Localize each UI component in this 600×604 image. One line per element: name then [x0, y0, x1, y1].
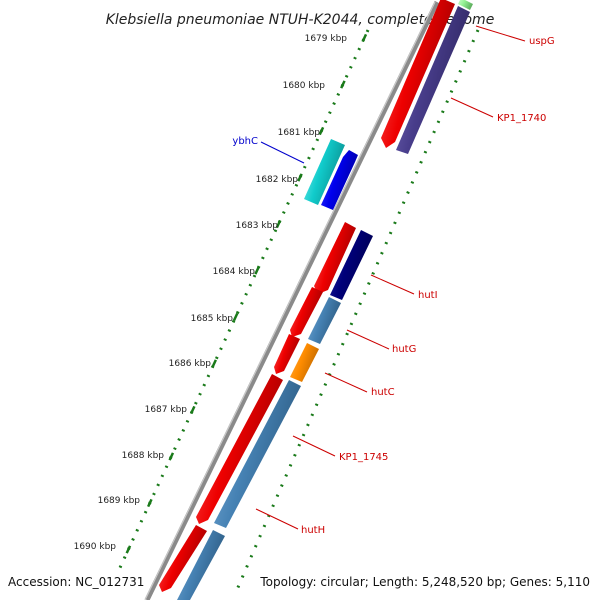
- tick-label-1686: 1686 kbp: [169, 359, 212, 369]
- leader-line: [324, 372, 368, 393]
- gene-label-uspG[interactable]: uspG: [529, 36, 555, 47]
- leader-line: [475, 25, 526, 42]
- tick-label-1689: 1689 kbp: [98, 496, 141, 506]
- genome-title: Klebsiella pneumoniae NTUH-K2044, comple…: [106, 12, 495, 28]
- genome-backbone: [144, 0, 440, 602]
- gene-labels: uspG KP1_1740 ybhC hutI hutG hutC KP1_17…: [232, 36, 554, 536]
- leader-line: [370, 274, 415, 295]
- gene-feature-uspG[interactable]: [458, 0, 473, 10]
- tick-label-1688: 1688 kbp: [122, 451, 165, 461]
- tick-mark: [147, 498, 153, 508]
- tick-mark: [189, 405, 196, 415]
- cds-feature[interactable]: [314, 222, 356, 294]
- gene-feature-KP1_1740[interactable]: [396, 6, 470, 154]
- tick-labels: 1679 kbp 1680 kbp 1681 kbp 1682 kbp 1683…: [74, 34, 348, 552]
- cds-feature[interactable]: [196, 374, 283, 524]
- gene-label-hutI[interactable]: hutI: [418, 290, 438, 301]
- tick-mark: [232, 312, 239, 322]
- tick-mark: [211, 359, 217, 368]
- leader-line: [260, 141, 305, 164]
- cds-track: [159, 0, 455, 592]
- tick-label-1687: 1687 kbp: [145, 405, 188, 415]
- tick-mark: [168, 452, 175, 461]
- tick-mark: [361, 33, 368, 43]
- gene-label-KP1_1740[interactable]: KP1_1740: [497, 113, 546, 124]
- leader-lines: [255, 25, 526, 530]
- tick-label-1681: 1681 kbp: [278, 128, 321, 138]
- gene-feature-ybhC-cyan[interactable]: [304, 139, 345, 205]
- tick-label-1683: 1683 kbp: [236, 221, 279, 231]
- cds-feature[interactable]: [290, 287, 323, 337]
- gene-label-hutH[interactable]: hutH: [301, 525, 325, 536]
- tick-label-1690: 1690 kbp: [74, 542, 117, 552]
- gene-feature-hutC[interactable]: [290, 343, 319, 382]
- gene-label-ybhC[interactable]: ybhC: [232, 136, 258, 147]
- tick-label-1682: 1682 kbp: [256, 175, 299, 185]
- gene-label-KP1_1745[interactable]: KP1_1745: [339, 452, 388, 463]
- tick-mark: [275, 219, 282, 229]
- tick-mark: [254, 266, 260, 275]
- cds-feature[interactable]: [274, 334, 300, 374]
- tick-label-1680: 1680 kbp: [283, 81, 326, 91]
- gene-feature-hutG[interactable]: [308, 297, 341, 344]
- cds-feature[interactable]: [381, 0, 455, 148]
- leader-line: [255, 508, 299, 530]
- leader-line: [450, 97, 494, 118]
- gene-label-hutG[interactable]: hutG: [392, 344, 416, 355]
- cds-feature[interactable]: [159, 525, 207, 592]
- genome-backbone-highlight: [144, 1, 436, 601]
- gene-feature-ybhC-blue[interactable]: [321, 150, 358, 210]
- leader-line: [346, 329, 390, 350]
- leader-line: [292, 435, 336, 457]
- tick-mark: [340, 80, 346, 89]
- tick-mark: [297, 173, 303, 182]
- accession-text: Accession: NC_012731: [8, 575, 144, 589]
- tick-label-1679: 1679 kbp: [305, 34, 348, 44]
- gc-skew-track: [234, 29, 480, 593]
- gene-track: [177, 0, 473, 600]
- tick-mark: [318, 126, 325, 136]
- tick-label-1684: 1684 kbp: [213, 267, 256, 277]
- tick-mark: [125, 545, 132, 554]
- gene-label-hutC[interactable]: hutC: [371, 387, 395, 398]
- gene-feature-KP1_1745[interactable]: [214, 380, 301, 528]
- tick-marks: [125, 33, 368, 554]
- summary-text: Topology: circular; Length: 5,248,520 bp…: [259, 575, 590, 589]
- gene-feature-hutH[interactable]: [177, 530, 225, 600]
- gene-feature-hutI[interactable]: [330, 230, 373, 300]
- tick-label-1685: 1685 kbp: [191, 314, 234, 324]
